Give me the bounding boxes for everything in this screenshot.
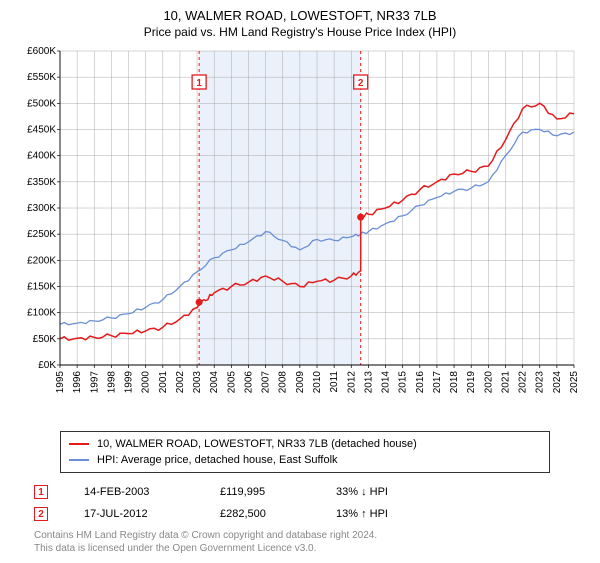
svg-text:£300K: £300K: [27, 203, 56, 214]
sale-marker: 2: [34, 507, 48, 521]
sale-price: £282,500: [220, 508, 300, 520]
page-title: 10, WALMER ROAD, LOWESTOFT, NR33 7LB: [14, 8, 586, 23]
svg-text:1996: 1996: [72, 371, 83, 394]
svg-text:2014: 2014: [381, 371, 392, 394]
sale-price: £119,995: [220, 486, 300, 498]
svg-text:2003: 2003: [192, 371, 203, 394]
svg-text:2023: 2023: [535, 371, 546, 394]
svg-text:2006: 2006: [243, 371, 254, 394]
attribution-line: This data is licensed under the Open Gov…: [34, 542, 586, 555]
svg-text:2005: 2005: [226, 371, 237, 394]
svg-text:£250K: £250K: [27, 229, 56, 240]
svg-text:2001: 2001: [158, 371, 169, 394]
sales-table: 1 14-FEB-2003 £119,995 33% ↓ HPI 2 17-JUL-201…: [34, 481, 586, 525]
legend-item: 10, WALMER ROAD, LOWESTOFT, NR33 7LB (de…: [69, 436, 541, 452]
svg-text:2021: 2021: [500, 371, 511, 394]
svg-text:2007: 2007: [261, 371, 272, 394]
svg-text:£600K: £600K: [27, 46, 56, 57]
legend-label: 10, WALMER ROAD, LOWESTOFT, NR33 7LB (de…: [97, 436, 417, 452]
svg-text:2025: 2025: [569, 371, 580, 394]
sale-date: 14-FEB-2003: [84, 486, 184, 498]
svg-text:1995: 1995: [55, 371, 66, 394]
svg-text:£150K: £150K: [27, 282, 56, 293]
legend-item: HPI: Average price, detached house, East…: [69, 452, 541, 468]
svg-text:£50K: £50K: [33, 334, 57, 345]
sale-date: 17-JUL-2012: [84, 508, 184, 520]
svg-text:2013: 2013: [363, 371, 374, 394]
legend-swatch: [69, 459, 89, 461]
svg-text:2009: 2009: [295, 371, 306, 394]
svg-text:£100K: £100K: [27, 308, 56, 319]
svg-text:2017: 2017: [432, 371, 443, 394]
legend-label: HPI: Average price, detached house, East…: [97, 452, 338, 468]
sale-pct: 33% ↓ HPI: [336, 486, 456, 498]
attribution: Contains HM Land Registry data © Crown c…: [34, 529, 586, 555]
svg-text:2000: 2000: [141, 371, 152, 394]
svg-text:2020: 2020: [483, 371, 494, 394]
legend-box: 10, WALMER ROAD, LOWESTOFT, NR33 7LB (de…: [60, 431, 550, 473]
svg-text:1998: 1998: [106, 371, 117, 394]
sale-row: 1 14-FEB-2003 £119,995 33% ↓ HPI: [34, 481, 586, 503]
svg-text:2012: 2012: [346, 371, 357, 394]
svg-text:2019: 2019: [466, 371, 477, 394]
svg-text:2015: 2015: [398, 371, 409, 394]
svg-text:2002: 2002: [175, 371, 186, 394]
svg-text:1997: 1997: [89, 371, 100, 394]
legend-swatch: [69, 443, 89, 445]
svg-text:2: 2: [358, 78, 364, 89]
svg-text:£450K: £450K: [27, 125, 56, 136]
svg-text:2024: 2024: [552, 371, 563, 394]
svg-text:2018: 2018: [449, 371, 460, 394]
svg-text:£200K: £200K: [27, 255, 56, 266]
svg-text:1999: 1999: [124, 371, 135, 394]
page-subtitle: Price paid vs. HM Land Registry's House …: [14, 25, 586, 39]
svg-text:2016: 2016: [415, 371, 426, 394]
svg-text:2008: 2008: [278, 371, 289, 394]
svg-text:£550K: £550K: [27, 72, 56, 83]
svg-text:1: 1: [196, 78, 202, 89]
attribution-line: Contains HM Land Registry data © Crown c…: [34, 529, 586, 542]
svg-text:£500K: £500K: [27, 98, 56, 109]
sale-marker: 1: [34, 485, 48, 499]
svg-text:2022: 2022: [518, 371, 529, 394]
svg-text:2004: 2004: [209, 371, 220, 394]
svg-text:£0K: £0K: [38, 360, 56, 371]
sale-row: 2 17-JUL-2012 £282,500 13% ↑ HPI: [34, 503, 586, 525]
svg-text:2010: 2010: [312, 371, 323, 394]
svg-text:2011: 2011: [329, 371, 340, 393]
price-chart: £0K £50K £100K £150K £200K £250K £300K £350K £40…: [14, 45, 584, 425]
svg-text:£400K: £400K: [27, 151, 56, 162]
sale-pct: 13% ↑ HPI: [336, 508, 456, 520]
svg-text:£350K: £350K: [27, 177, 56, 188]
